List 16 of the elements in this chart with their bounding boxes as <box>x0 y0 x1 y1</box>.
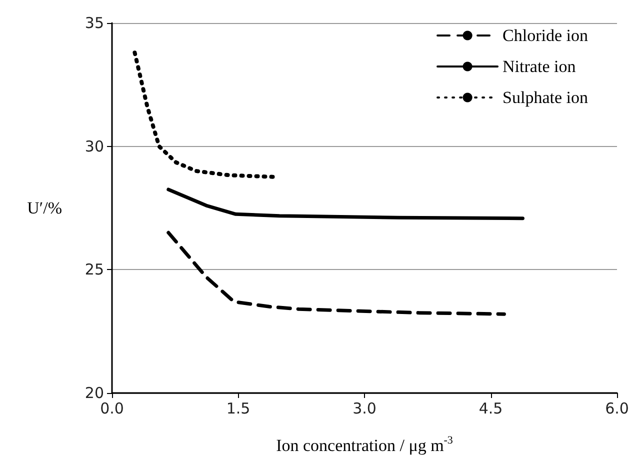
line-series <box>166 188 524 220</box>
y-tick-label: 35 <box>84 14 104 32</box>
legend-label: Chloride ion <box>502 26 588 45</box>
line-series <box>166 230 506 316</box>
x-tick-label: 6.0 <box>605 400 629 418</box>
y-axis-title: U′/% <box>27 198 62 218</box>
y-tick-label: 25 <box>84 260 104 279</box>
x-tick-label: 4.5 <box>478 400 503 418</box>
x-tick-label: 3.0 <box>352 400 376 418</box>
legend-label: Nitrate ion <box>502 57 576 76</box>
y-tick-label: 20 <box>84 384 104 402</box>
x-tick-label: 0.0 <box>100 400 124 418</box>
line-series <box>132 50 276 179</box>
y-tick-label: 30 <box>84 137 104 156</box>
x-tick-label: 1.5 <box>226 400 250 418</box>
legend-label: Sulphate ion <box>502 88 588 107</box>
